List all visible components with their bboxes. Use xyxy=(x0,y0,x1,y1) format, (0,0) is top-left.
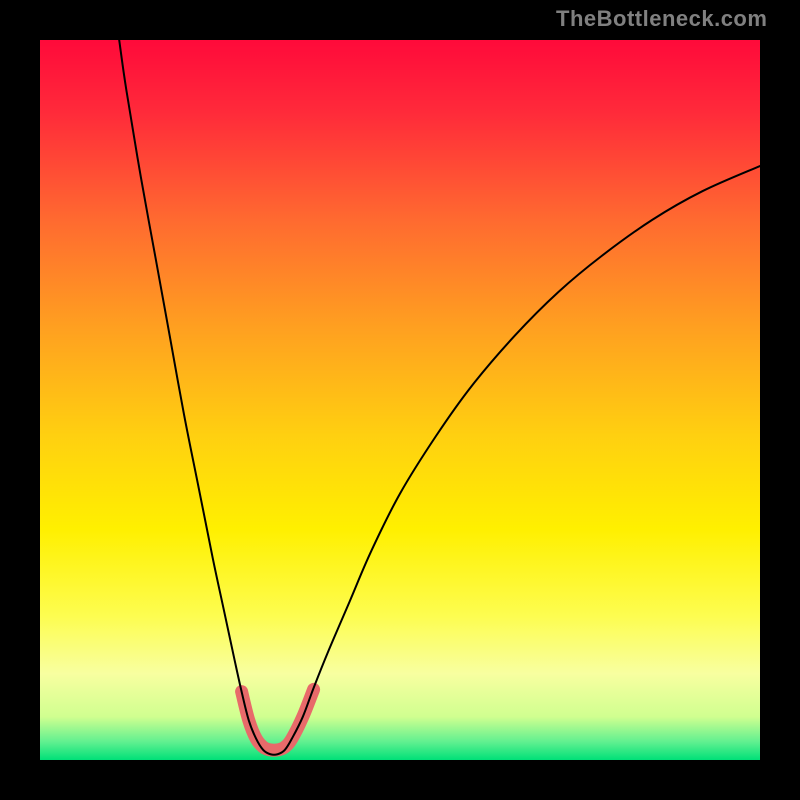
plot-area xyxy=(40,40,760,760)
gradient-background xyxy=(40,40,760,760)
plot-svg xyxy=(40,40,760,760)
watermark-text: TheBottleneck.com xyxy=(556,6,767,32)
